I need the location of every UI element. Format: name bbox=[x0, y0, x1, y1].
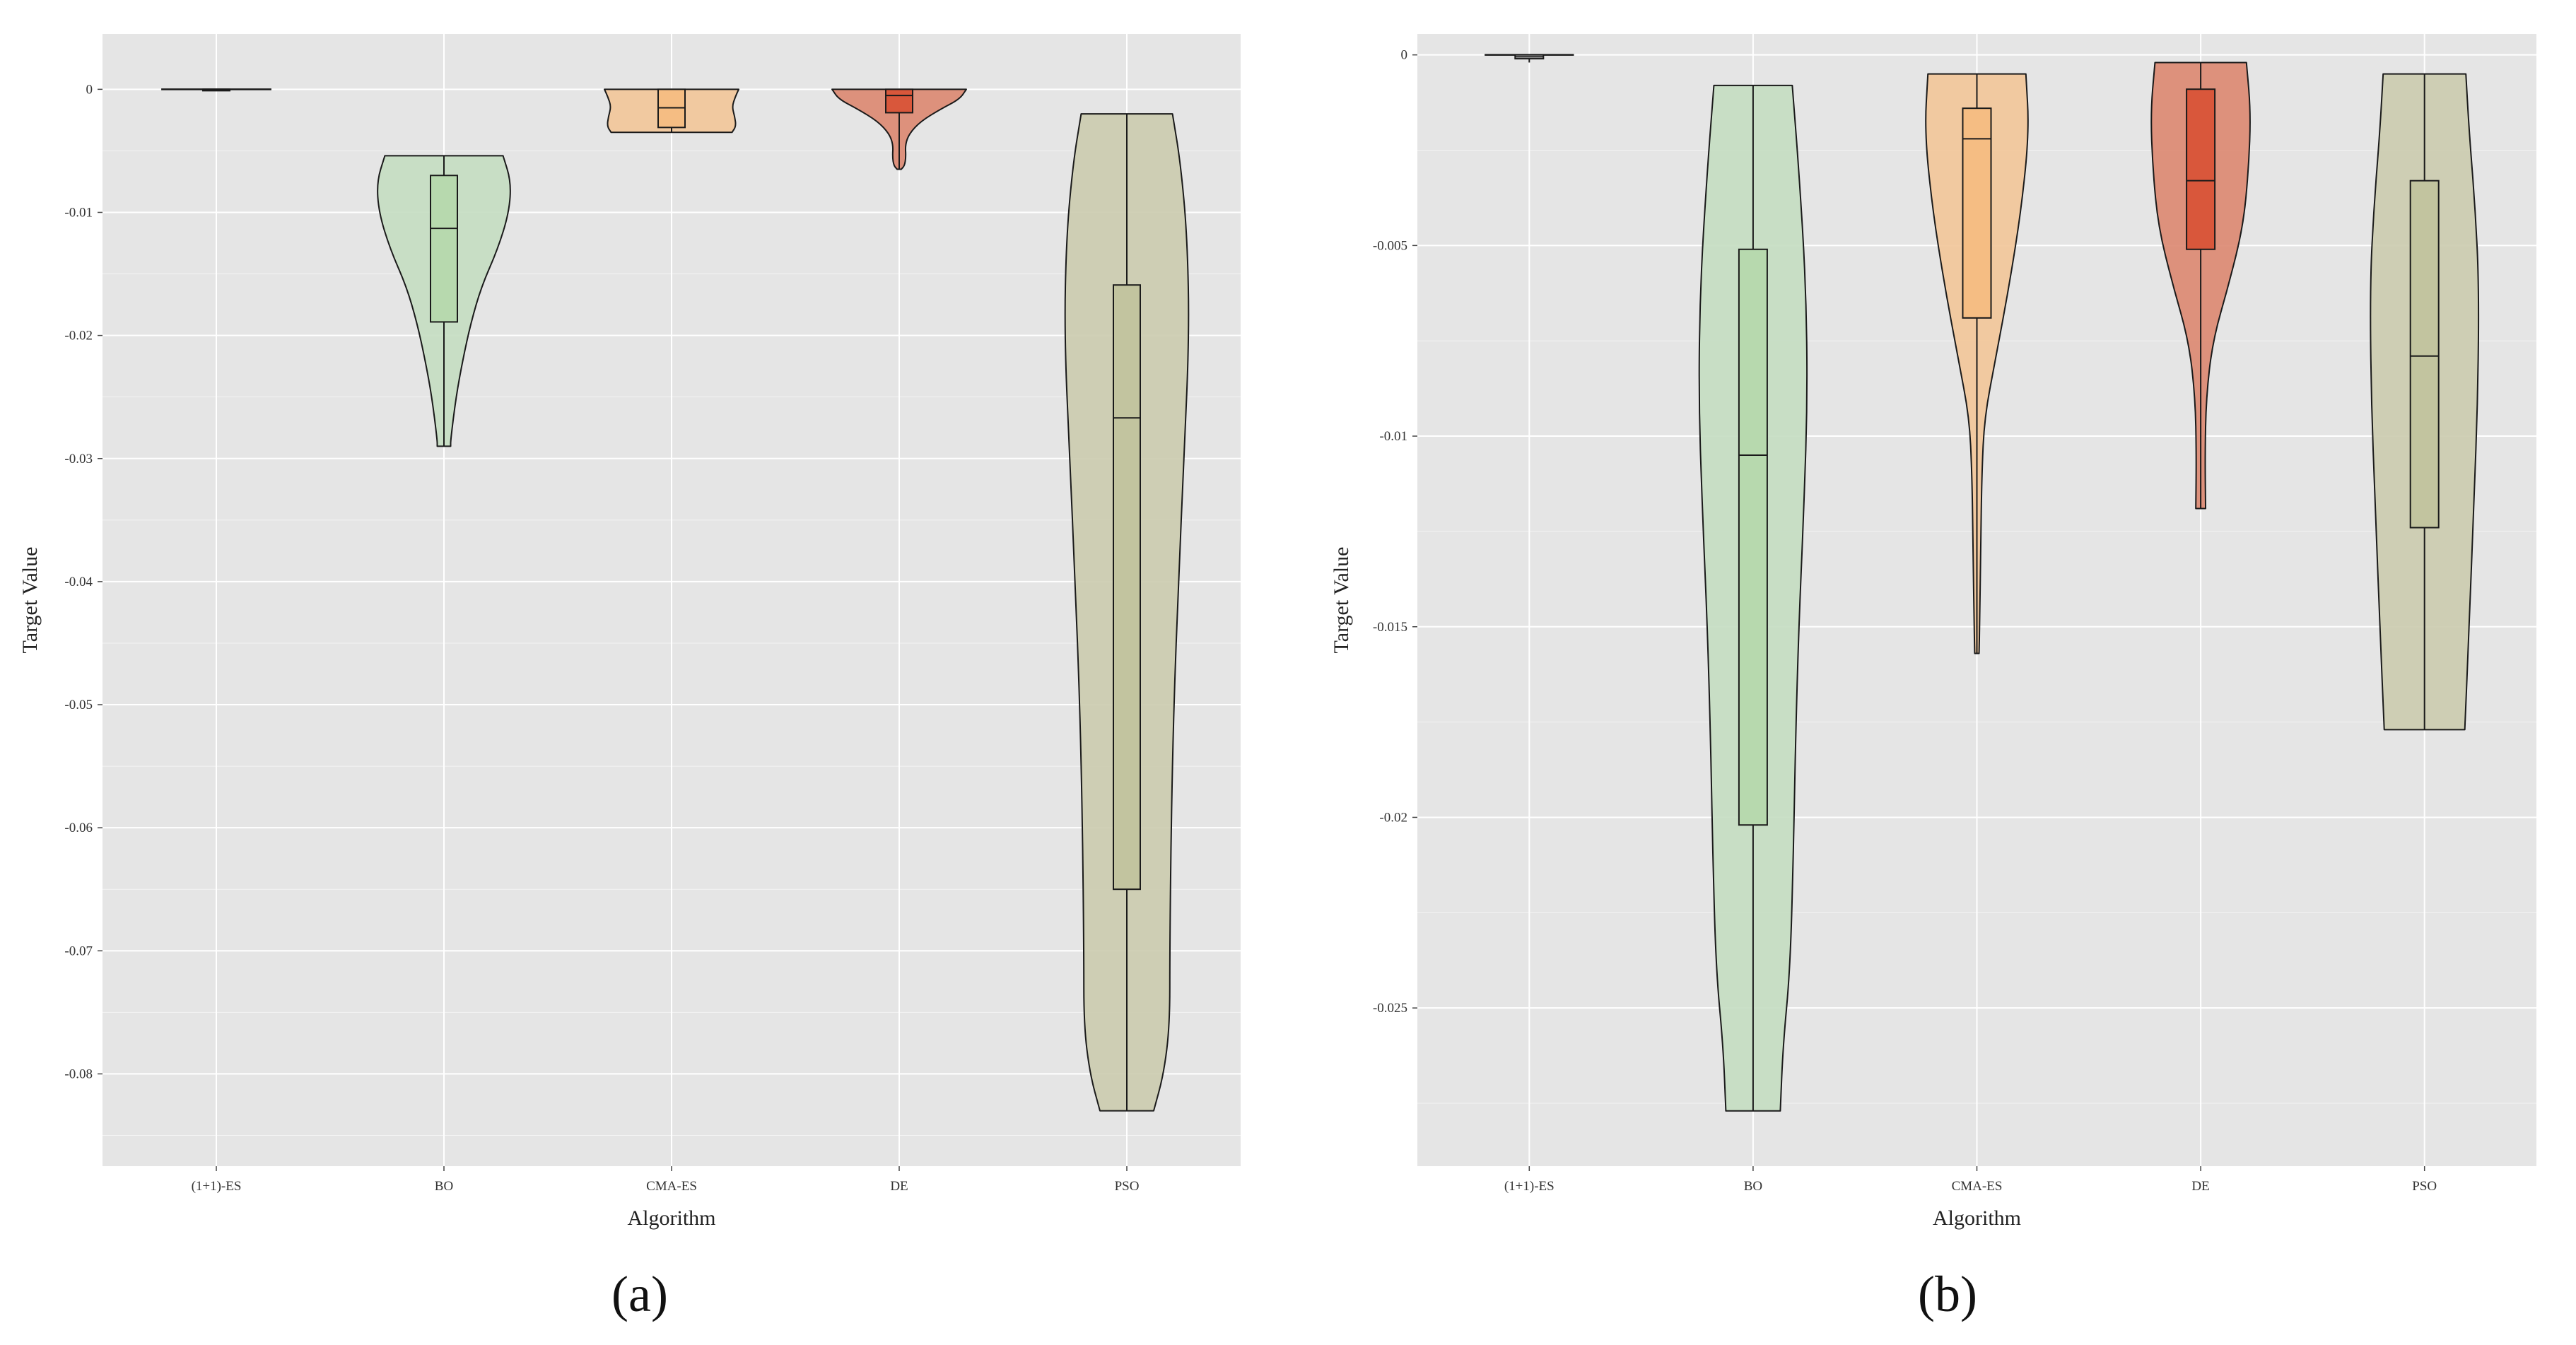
x-tick-label: BO bbox=[435, 1179, 453, 1194]
violin-bo bbox=[1698, 84, 1808, 1112]
box-iqr bbox=[430, 175, 458, 323]
panel-caption: (b) bbox=[1918, 1266, 1977, 1322]
violin-pso bbox=[1064, 113, 1190, 1112]
y-tick-label: -0.015 bbox=[1373, 620, 1407, 635]
violin-chart-a: 0 -0.01 -0.02 -0.03 -0.04 -0.05 -0.06 -0.07 -0.0… bbox=[18, 34, 1241, 1322]
y-tick-label: -0.03 bbox=[64, 452, 93, 466]
x-tick-label: DE bbox=[2191, 1179, 2209, 1194]
y-tick-label: 0 bbox=[86, 82, 93, 97]
x-tick-label: BO bbox=[1744, 1179, 1762, 1194]
x-axis-title: Algorithm bbox=[628, 1206, 716, 1230]
box-iqr bbox=[2186, 88, 2216, 250]
violin-pso bbox=[2370, 73, 2480, 731]
violin-cma-es bbox=[604, 88, 739, 134]
x-tick-label: PSO bbox=[2412, 1179, 2437, 1194]
violin-de bbox=[2150, 61, 2251, 510]
box-iqr bbox=[1738, 248, 1768, 826]
chart-panel-b: 0 -0.005 -0.01 -0.015 -0.02 -0.025 (1+1)-ES BO C… bbox=[1311, 0, 2576, 1345]
box-iqr bbox=[1962, 107, 1992, 319]
violin-bo bbox=[377, 155, 511, 447]
y-tick-label: -0.025 bbox=[1373, 1001, 1407, 1016]
chart-panel-a: 0 -0.01 -0.02 -0.03 -0.04 -0.05 -0.06 -0.07 -0.0… bbox=[18, 34, 1241, 1322]
y-tick-label: -0.005 bbox=[1373, 238, 1407, 253]
x-tick-label: (1+1)-ES bbox=[1504, 1179, 1555, 1194]
y-axis-title: Target Value bbox=[18, 547, 42, 654]
violin--1-1-es bbox=[161, 88, 271, 92]
y-tick-label: -0.07 bbox=[64, 944, 93, 958]
y-tick-label: -0.04 bbox=[64, 575, 93, 589]
x-axis-title: Algorithm bbox=[1933, 1206, 2021, 1230]
y-tick-label: 0 bbox=[1401, 48, 1408, 63]
x-tick-label: PSO bbox=[1115, 1179, 1140, 1194]
y-tick-label: -0.01 bbox=[1379, 429, 1407, 444]
y-tick-label: -0.08 bbox=[64, 1067, 93, 1081]
x-tick-label: CMA-ES bbox=[1952, 1179, 2003, 1194]
x-tick-label: CMA-ES bbox=[646, 1179, 697, 1194]
violin--1-1-es bbox=[1485, 54, 1574, 63]
y-axis-title: Target Value bbox=[1330, 547, 1353, 654]
y-tick-label: -0.05 bbox=[64, 698, 93, 712]
y-tick-label: -0.02 bbox=[1379, 810, 1407, 825]
x-tick-label: DE bbox=[890, 1179, 908, 1194]
violin-cma-es bbox=[1925, 73, 2029, 654]
box-iqr bbox=[2409, 180, 2440, 529]
panel-caption: (a) bbox=[611, 1266, 668, 1322]
box-iqr bbox=[1113, 284, 1141, 891]
y-tick-label: -0.01 bbox=[64, 205, 93, 220]
box-iqr bbox=[885, 88, 913, 114]
y-tick-label: -0.02 bbox=[64, 329, 93, 343]
x-tick-label: (1+1)-ES bbox=[192, 1179, 242, 1194]
violin-chart-b: 0 -0.005 -0.01 -0.015 -0.02 -0.025 (1+1)-ES BO C… bbox=[1330, 34, 2536, 1322]
y-tick-label: -0.06 bbox=[64, 821, 93, 835]
violin-de bbox=[831, 88, 967, 170]
